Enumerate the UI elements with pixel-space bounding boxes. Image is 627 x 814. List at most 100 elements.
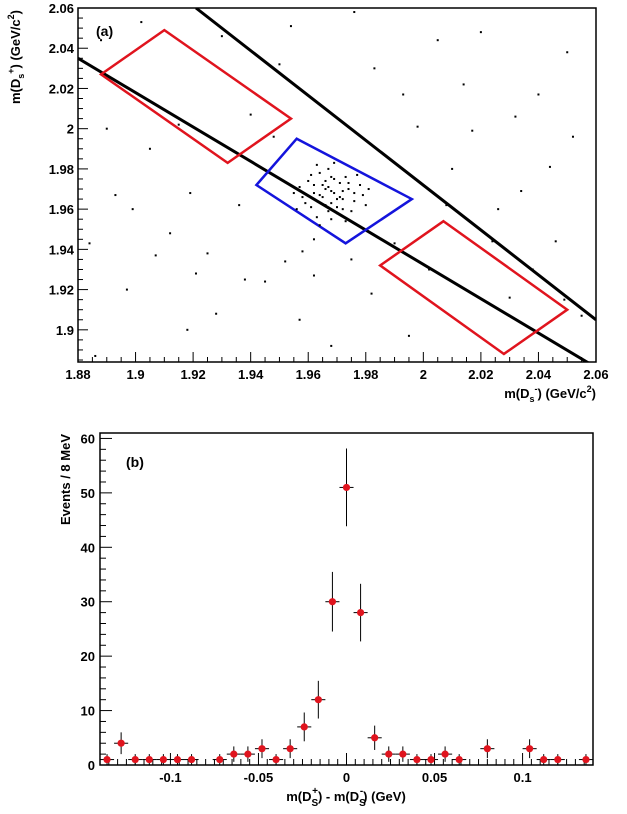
panel-b-mass-difference: -0.1 -0.05 0 0.05 0.1 0 10 20 30 40 50 60 (b) m(DS… [58,431,594,809]
scatter-point [278,63,281,66]
scatter-point [451,167,454,170]
x-tick-label: 0.1 [514,770,532,785]
data-point [314,696,322,704]
scatter-point [428,268,431,271]
data-point [385,750,393,758]
y-tick-label: 1.94 [49,242,75,257]
scatter-point [436,39,439,42]
scatter-point [497,208,500,211]
scatter-point [189,192,192,195]
x-tick-label: -0.05 [244,770,274,785]
band-line [195,8,596,321]
scatter-point [324,204,327,207]
y-tick-label: 2 [67,122,74,137]
band-line [78,56,590,362]
scatter-point [315,216,318,219]
scatter-point [353,11,356,14]
scatter-point [312,238,315,241]
panel-b-label: (b) [126,454,144,470]
x-tick-label: 1.88 [65,367,90,382]
data-point [173,755,182,764]
data-point [526,745,534,753]
scatter-point [520,190,523,193]
scatter-point [333,161,336,164]
y-tick-label: 1.98 [49,162,74,177]
scatter-point [154,254,157,257]
scatter-point [554,240,557,243]
y-tick-label: 1.96 [49,202,74,217]
scatter-point [186,328,189,331]
data-point [272,755,280,764]
data-point [455,755,463,764]
scatter-point [333,177,336,180]
scatter-point [301,250,304,253]
scatter-point [220,35,223,38]
data-point [244,750,252,758]
panel-a-mass-scatter: 1.88 1.9 1.92 1.94 1.96 1.98 2 2.02 2.04 2.06 1.9… [6,1,609,404]
scatter-point [94,354,97,357]
x-tick-label: 2 [420,367,427,382]
scatter-point [364,204,367,207]
scatter-point [344,220,347,223]
scatter-point [479,31,482,34]
scatter-point [264,280,267,283]
data-point [554,755,562,764]
y-tick-label: 2.04 [49,41,75,56]
scatter-point [344,175,347,178]
data-point [441,750,449,758]
data-point [540,755,548,764]
panel-a-y-ticks: 1.9 1.92 1.94 1.96 1.98 2 2.02 2.04 2.06 [49,1,88,361]
scatter-point [407,334,410,337]
panel-b-points [103,483,590,764]
y-tick-label: 2.06 [49,1,74,16]
scatter-point [312,274,315,277]
scatter-point [105,127,108,130]
x-tick-label: 0.05 [422,770,447,785]
scatter-point [310,206,313,209]
scatter-point [566,51,569,54]
data-point [328,598,337,606]
panel-a-points [88,11,583,357]
scatter-point [341,190,344,193]
scatter-point [194,272,197,275]
scatter-point [312,192,315,195]
data-point [582,755,590,764]
x-tick-label: 2.06 [583,367,608,382]
scatter-point [350,258,353,261]
data-point [413,755,421,764]
scatter-point [140,21,143,24]
scatter-point [563,298,566,301]
scatter-point [330,202,333,205]
panel-a-x-axis-label: m(Ds-) (GeV/c2) [504,384,596,404]
x-tick-label: 2.02 [468,367,493,382]
y-tick-label: 50 [81,486,95,501]
scatter-point [327,210,330,213]
scatter-point [238,204,241,207]
scatter-point [318,194,321,197]
scatter-point [462,83,465,86]
panel-b-error-bars [100,448,593,765]
data-point [117,739,125,747]
scatter-point [114,194,117,197]
data-point [399,750,407,758]
panel-a-x-ticks: 1.88 1.9 1.92 1.94 1.96 1.98 2 2.02 2.04 2.06 [65,352,609,382]
y-tick-label: 60 [81,431,95,446]
y-tick-label: 0 [88,758,95,773]
x-tick-label: 1.92 [180,367,205,382]
x-tick-label: 2.04 [526,367,552,382]
scatter-point [272,135,275,138]
scatter-point [321,196,324,199]
scatter-point [531,268,534,271]
scatter-point [353,192,356,195]
scatter-point [402,93,405,96]
scatter-point [341,198,344,201]
scatter-point [249,113,252,116]
scatter-point [304,202,307,205]
scatter-point [336,198,338,201]
scatter-point [367,188,370,191]
scatter-point [370,292,373,295]
scatter-point [491,240,494,243]
scatter-point [361,194,364,197]
x-tick-label: 1.94 [238,367,264,382]
scatter-point [321,184,324,186]
